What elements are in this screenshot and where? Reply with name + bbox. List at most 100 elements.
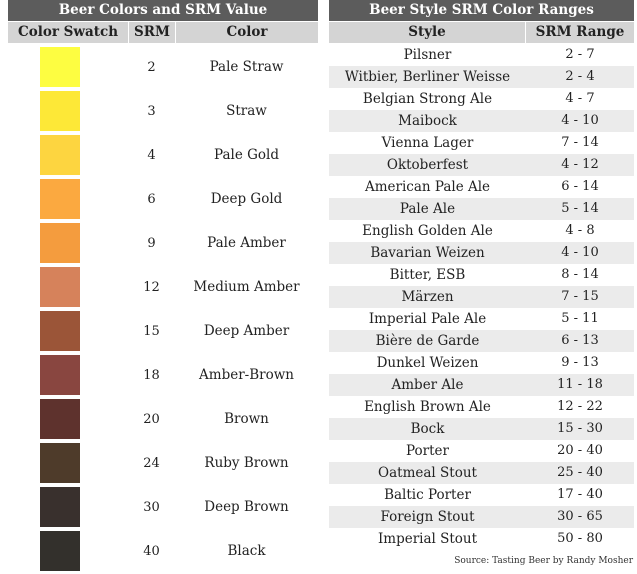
style-row: Amber Ale 11 - 18 xyxy=(329,374,634,396)
right-table-header: Style SRM Range xyxy=(329,22,634,43)
srm-range: 4 - 12 xyxy=(561,157,599,172)
srm-range: 17 - 40 xyxy=(557,487,603,502)
style-row: Belgian Strong Ale 4 - 7 xyxy=(329,88,634,110)
style-row: Bitter, ESB 8 - 14 xyxy=(329,264,634,286)
color-swatch xyxy=(40,355,80,395)
color-swatch xyxy=(40,531,80,571)
style-row: Bière de Garde 6 - 13 xyxy=(329,330,634,352)
srm-range: 7 - 15 xyxy=(561,289,599,304)
style-name: American Pale Ale xyxy=(364,179,491,195)
right-table-title: Beer Style SRM Color Ranges xyxy=(329,0,634,21)
srm-range: 7 - 14 xyxy=(561,135,599,150)
style-name: Witbier, Berliner Weisse xyxy=(344,69,511,85)
style-row: Porter 20 - 40 xyxy=(329,440,634,462)
style-name: English Golden Ale xyxy=(362,223,493,239)
srm-range: 6 - 14 xyxy=(561,179,599,194)
color-swatch xyxy=(40,179,80,219)
color-row: 24 Ruby Brown xyxy=(8,441,318,485)
color-swatch xyxy=(40,267,80,307)
style-name: Amber Ale xyxy=(391,377,464,393)
color-name: Pale Gold xyxy=(214,147,279,163)
style-name: Pale Ale xyxy=(399,201,456,217)
style-name: Foreign Stout xyxy=(380,509,475,525)
swatch-cell xyxy=(8,177,128,221)
style-row: Vienna Lager 7 - 14 xyxy=(329,132,634,154)
style-name: English Brown Ale xyxy=(364,399,491,415)
color-row: 2 Pale Straw xyxy=(8,45,318,89)
srm-range: 11 - 18 xyxy=(557,377,603,392)
color-row: 15 Deep Amber xyxy=(8,309,318,353)
srm-value: 2 xyxy=(147,59,156,75)
beer-style-ranges-table: Beer Style SRM Color Ranges Style SRM Ra… xyxy=(329,0,634,550)
style-name: Oktoberfest xyxy=(386,157,469,173)
srm-value: 6 xyxy=(147,191,156,207)
color-row: 18 Amber-Brown xyxy=(8,353,318,397)
color-name: Deep Gold xyxy=(210,191,283,207)
color-row: 12 Medium Amber xyxy=(8,265,318,309)
srm-range: 2 - 7 xyxy=(565,47,595,62)
right-table-body: Pilsner 2 - 7 Witbier, Berliner Weisse 2 - … xyxy=(329,44,634,550)
swatch-cell xyxy=(8,45,128,89)
swatch-cell xyxy=(8,529,128,573)
style-row: Witbier, Berliner Weisse 2 - 4 xyxy=(329,66,634,88)
color-swatch xyxy=(40,135,80,175)
style-row: Märzen 7 - 15 xyxy=(329,286,634,308)
style-name: Oatmeal Stout xyxy=(378,465,477,481)
color-name: Medium Amber xyxy=(193,279,300,295)
swatch-cell xyxy=(8,265,128,309)
style-name: Bock xyxy=(410,421,445,437)
swatch-cell xyxy=(8,89,128,133)
color-name: Brown xyxy=(224,411,269,427)
color-row: 4 Pale Gold xyxy=(8,133,318,177)
swatch-cell xyxy=(8,221,128,265)
srm-value: 40 xyxy=(143,543,160,559)
style-row: Oatmeal Stout 25 - 40 xyxy=(329,462,634,484)
style-name: Imperial Pale Ale xyxy=(368,311,487,327)
style-row: Maibock 4 - 10 xyxy=(329,110,634,132)
style-name: Belgian Strong Ale xyxy=(362,91,493,107)
color-name: Ruby Brown xyxy=(204,455,289,471)
style-row: Imperial Stout 50 - 80 xyxy=(329,528,634,550)
color-row: 30 Deep Brown xyxy=(8,485,318,529)
swatch-cell xyxy=(8,353,128,397)
style-row: English Brown Ale 12 - 22 xyxy=(329,396,634,418)
srm-range: 20 - 40 xyxy=(557,443,603,458)
color-name: Deep Brown xyxy=(204,499,289,515)
srm-range: 8 - 14 xyxy=(561,267,599,282)
srm-range: 5 - 11 xyxy=(561,311,599,326)
srm-range: 9 - 13 xyxy=(561,355,599,370)
srm-range: 2 - 4 xyxy=(565,69,595,84)
beer-colors-table: Beer Colors and SRM Value Color Swatch S… xyxy=(8,0,318,573)
style-name: Vienna Lager xyxy=(381,135,474,151)
srm-range: 4 - 7 xyxy=(565,91,595,106)
srm-value: 24 xyxy=(143,455,160,471)
header-srm-range: SRM Range xyxy=(526,22,634,43)
srm-value: 30 xyxy=(143,499,160,515)
swatch-cell xyxy=(8,133,128,177)
color-swatch xyxy=(40,443,80,483)
style-name: Imperial Stout xyxy=(377,531,478,547)
style-name: Dunkel Weizen xyxy=(376,355,479,371)
srm-value: 3 xyxy=(147,103,156,119)
srm-range: 4 - 10 xyxy=(561,245,599,260)
style-row: Pilsner 2 - 7 xyxy=(329,44,634,66)
swatch-cell xyxy=(8,397,128,441)
style-name: Porter xyxy=(406,443,449,459)
color-swatch xyxy=(40,487,80,527)
style-row: Baltic Porter 17 - 40 xyxy=(329,484,634,506)
color-swatch xyxy=(40,399,80,439)
header-color-swatch: Color Swatch xyxy=(8,22,128,43)
srm-range: 25 - 40 xyxy=(557,465,603,480)
srm-value: 12 xyxy=(143,279,160,295)
source-note: Source: Tasting Beer by Randy Mosher xyxy=(454,556,633,566)
style-name: Bitter, ESB xyxy=(389,267,466,283)
style-name: Bière de Garde xyxy=(375,333,480,349)
style-row: American Pale Ale 6 - 14 xyxy=(329,176,634,198)
color-name: Pale Straw xyxy=(209,59,284,75)
style-row: Imperial Pale Ale 5 - 11 xyxy=(329,308,634,330)
color-name: Straw xyxy=(226,103,267,119)
srm-value: 15 xyxy=(143,323,160,339)
header-style: Style xyxy=(329,22,525,43)
swatch-cell xyxy=(8,485,128,529)
swatch-cell xyxy=(8,441,128,485)
